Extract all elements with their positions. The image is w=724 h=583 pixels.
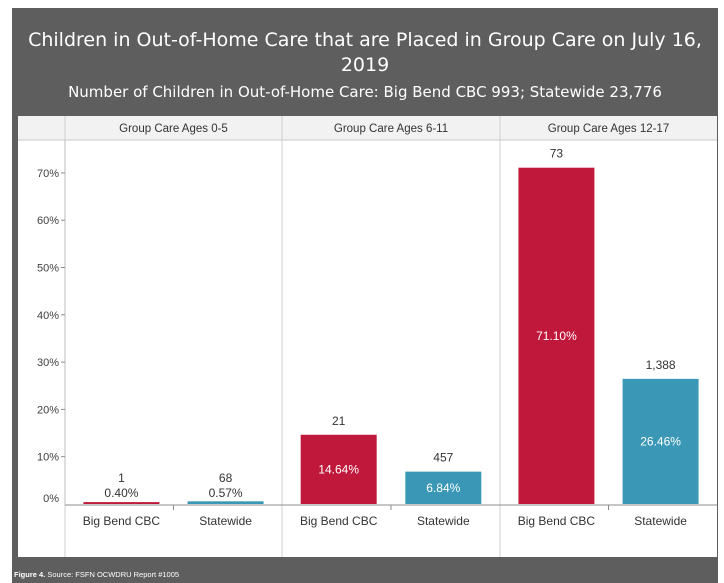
y-tick-label: 10% <box>37 452 59 464</box>
bar-percent-label: 0.40% <box>104 486 138 500</box>
panel-header-strip <box>18 116 717 140</box>
panel-label: Group Care Ages 0-5 <box>119 123 228 135</box>
bar <box>518 167 595 504</box>
x-category-label: Statewide <box>417 514 470 528</box>
y-tick-label: 30% <box>37 357 59 369</box>
bar <box>622 378 699 504</box>
y-tick-label: 20% <box>37 404 59 416</box>
bar-percent-label: 14.64% <box>318 462 359 476</box>
bar <box>405 471 482 504</box>
x-category-label: Big Bend CBC <box>300 514 378 528</box>
panel-label: Group Care Ages 12-17 <box>548 123 669 135</box>
bar <box>83 502 160 504</box>
x-category-label: Big Bend CBC <box>83 514 161 528</box>
y-tick-label: 60% <box>37 215 59 227</box>
y-tick-label: 70% <box>37 168 59 180</box>
bar-count-label: 68 <box>219 471 233 485</box>
bar <box>300 434 377 504</box>
x-category-label: Statewide <box>199 514 252 528</box>
bar-count-label: 1,388 <box>646 358 676 372</box>
bar-percent-label: 71.10% <box>536 329 577 343</box>
y-tick-label: 0% <box>43 493 59 505</box>
bar-percent-label: 0.57% <box>209 486 243 500</box>
bar-count-label: 1 <box>118 471 125 485</box>
x-category-label: Big Bend CBC <box>518 514 596 528</box>
figure-caption: Figure 4. Source: FSFN OCWDRU Report #10… <box>14 568 179 582</box>
y-tick-label: 40% <box>37 310 59 322</box>
chart-subtitle: Number of Children in Out-of-Home Care: … <box>68 83 662 101</box>
title-bar: Children in Out-of-Home Care that are Pl… <box>12 8 718 116</box>
x-category-label: Statewide <box>634 514 687 528</box>
chart-title: Children in Out-of-Home Care that are Pl… <box>28 29 702 76</box>
bar-percent-label: 6.84% <box>426 481 460 495</box>
bar-count-label: 457 <box>433 451 453 465</box>
bar-count-label: 21 <box>332 414 346 428</box>
figure-source: Source: FSFN OCWDRU Report #1005 <box>47 570 180 579</box>
bar <box>187 501 264 504</box>
bar-count-label: 73 <box>550 147 564 161</box>
panel-label: Group Care Ages 6-11 <box>334 123 448 135</box>
y-tick-label: 50% <box>37 263 59 275</box>
figure-label: Figure 4. <box>14 570 46 579</box>
bar-percent-label: 26.46% <box>640 434 681 448</box>
